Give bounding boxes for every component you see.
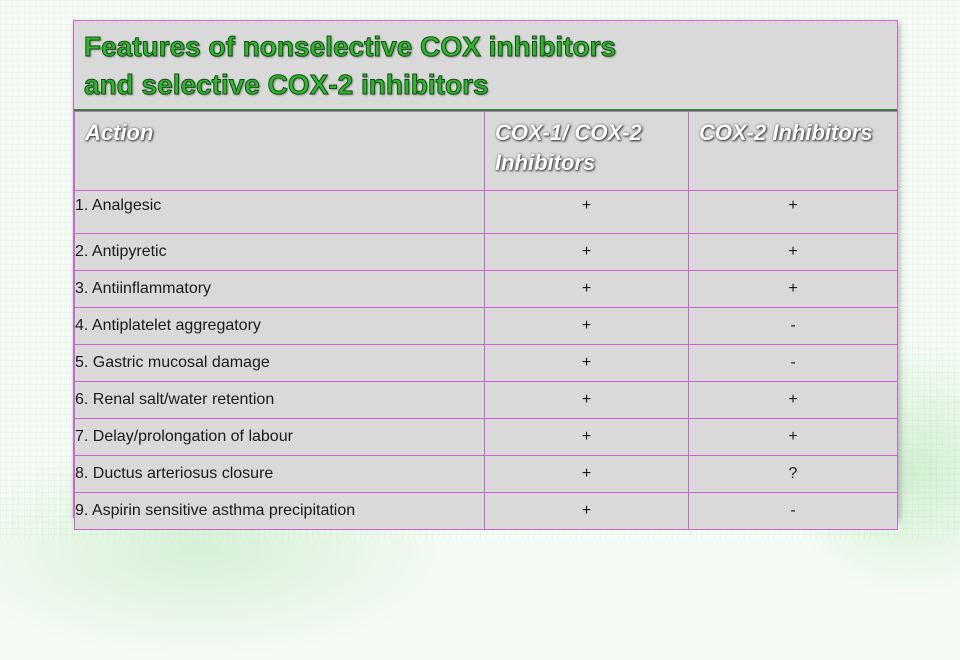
cox12-value-cell: + (484, 418, 689, 456)
action-cell: 5. Gastric mucosal damage (74, 344, 485, 382)
table-row: 6. Renal salt/water retention + + (74, 381, 898, 419)
table-row: 2. Antipyretic + + (74, 233, 898, 271)
action-cell: 1. Analgesic (74, 190, 485, 234)
table-row: 8. Ductus arteriosus closure + ? (74, 455, 898, 493)
action-cell: 4. Antiplatelet aggregatory (74, 307, 485, 345)
cox12-value-cell: + (484, 344, 689, 382)
slide-title-line-2: and selective COX-2 inhibitors (84, 69, 490, 101)
table-row: 1. Analgesic + + (74, 190, 898, 234)
table-row: 4. Antiplatelet aggregatory + - (74, 307, 898, 345)
cox2-value-cell: + (688, 233, 898, 271)
slide-title-line-1: Features of nonselective COX inhibitors (83, 31, 617, 63)
cox2-value-cell: + (688, 381, 898, 419)
action-cell: 8. Ductus arteriosus closure (74, 455, 485, 493)
cox12-value-cell: + (484, 455, 689, 493)
comparison-table: Action COX-1/ COX-2 Inhibitors COX-2 Inh… (74, 111, 898, 530)
cox2-value-cell: - (688, 344, 898, 382)
action-cell: 7. Delay/prolongation of labour (74, 418, 485, 456)
header-cox1-cox2-inhibitors: COX-1/ COX-2 Inhibitors (484, 111, 689, 191)
header-action: Action (74, 111, 485, 191)
table-row: 7. Delay/prolongation of labour + + (74, 418, 898, 456)
title-band: Features of nonselective COX inhibitors … (74, 21, 897, 111)
header-cox2-inhibitors: COX-2 Inhibitors (688, 111, 898, 191)
cox2-value-cell: + (688, 418, 898, 456)
action-cell: 3. Antiinflammatory (74, 270, 485, 308)
cox2-value-cell: - (688, 492, 898, 530)
cox12-value-cell: + (484, 233, 689, 271)
table-row: 3. Antiinflammatory + + (74, 270, 898, 308)
cox2-value-cell: - (688, 307, 898, 345)
slide-content: Features of nonselective COX inhibitors … (73, 20, 898, 530)
table-header-row: Action COX-1/ COX-2 Inhibitors COX-2 Inh… (74, 111, 898, 191)
table-row: 9. Aspirin sensitive asthma precipitatio… (74, 492, 898, 530)
cox12-value-cell: + (484, 270, 689, 308)
action-cell: 6. Renal salt/water retention (74, 381, 485, 419)
cox12-value-cell: + (484, 492, 689, 530)
cox2-value-cell: ? (688, 455, 898, 493)
action-cell: 2. Antipyretic (74, 233, 485, 271)
table-row: 5. Gastric mucosal damage + - (74, 344, 898, 382)
cox2-value-cell: + (688, 190, 898, 234)
cox12-value-cell: + (484, 307, 689, 345)
cox12-value-cell: + (484, 381, 689, 419)
cox2-value-cell: + (688, 270, 898, 308)
cox12-value-cell: + (484, 190, 689, 234)
action-cell: 9. Aspirin sensitive asthma precipitatio… (74, 492, 485, 530)
